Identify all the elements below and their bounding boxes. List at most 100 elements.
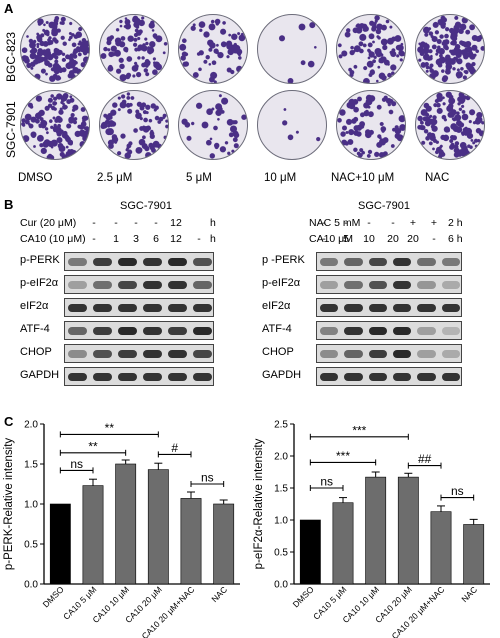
blot-label: eIF2α <box>262 300 291 312</box>
protein-band <box>93 258 112 266</box>
x-tick-label: DMSO <box>291 584 316 609</box>
y-tick-label: 2.0 <box>24 420 38 431</box>
y-axis-label: p-eIF2α-Relative intensity <box>253 438 265 569</box>
blot-label: p-eIF2α <box>20 277 59 289</box>
culture-dish <box>99 14 169 84</box>
condition-label: NAC+10 μM <box>331 172 395 184</box>
significance-label: ns <box>320 475 333 489</box>
treatment-value: - <box>154 217 158 229</box>
protein-band <box>68 373 87 381</box>
treatment-unit: 2 h <box>448 217 463 229</box>
significance-label: # <box>171 441 178 455</box>
blot-label: p-PERK <box>20 254 60 266</box>
protein-band <box>344 258 363 266</box>
treatment-value: 3 <box>133 233 139 245</box>
treatment-value: - <box>134 217 138 229</box>
blot-strip <box>316 367 462 386</box>
treatment-label: CA10 (10 μM) <box>20 233 86 245</box>
protein-band <box>118 327 137 335</box>
bar <box>365 476 387 585</box>
x-tick-label: NAC <box>209 584 229 604</box>
protein-band <box>118 281 137 289</box>
protein-band <box>193 281 212 289</box>
y-tick-label: 0.5 <box>24 540 38 551</box>
protein-band <box>344 373 363 381</box>
p-eif2a-bar-chart: 0.0 0.5 1.0 1.5 2.0 2.5 p-eIF2α-Relative inten… <box>253 420 490 638</box>
y-tick-label: 0.0 <box>274 580 288 591</box>
culture-dish <box>178 90 248 160</box>
condition-label: 10 μM <box>264 172 297 184</box>
protein-band <box>441 281 460 289</box>
blot-label: GAPDH <box>20 369 60 381</box>
treatment-value: - <box>391 217 395 229</box>
protein-band <box>320 350 339 358</box>
protein-band <box>93 373 112 381</box>
treatment-unit: h <box>210 233 216 245</box>
protein-band <box>68 258 87 266</box>
treatment-value: 10 <box>363 233 375 245</box>
protein-band <box>143 373 162 381</box>
bar <box>115 463 137 585</box>
panel-title: SGC-7901 <box>358 200 410 212</box>
protein-band <box>143 304 162 312</box>
protein-band <box>168 350 187 358</box>
blot-strip <box>316 275 462 294</box>
protein-band <box>441 350 460 358</box>
culture-dish <box>257 90 327 160</box>
significance-label: ns <box>70 457 83 471</box>
protein-band <box>344 327 363 335</box>
blot-label: GAPDH <box>262 369 302 381</box>
protein-band <box>168 281 187 289</box>
culture-dish <box>415 14 485 84</box>
p-perk-bar-chart: 0.0 0.5 1.0 1.5 2.0 p-PERK-Relative intensity… <box>3 420 240 638</box>
blot-label: p-eIF2α <box>262 277 301 289</box>
y-tick-label: 1.0 <box>24 500 38 511</box>
significance-label: ns <box>201 471 214 485</box>
treatment-value: 12 <box>170 233 182 245</box>
x-tick-label: NAC <box>459 584 479 604</box>
protein-band <box>368 281 387 289</box>
protein-band <box>368 327 387 335</box>
treatment-unit: h <box>210 217 216 229</box>
blot-label: ATF-4 <box>262 323 292 335</box>
culture-dish <box>415 90 485 160</box>
condition-label: 2.5 μM <box>97 172 133 184</box>
protein-band <box>393 327 412 335</box>
protein-band <box>393 304 412 312</box>
protein-band <box>168 304 187 312</box>
protein-band <box>417 373 436 381</box>
treatment-value: - <box>322 233 326 245</box>
y-tick-label: 1.5 <box>24 460 38 471</box>
treatment-label: CA10 μM <box>309 233 353 245</box>
protein-band <box>118 373 137 381</box>
protein-band <box>368 373 387 381</box>
culture-dish <box>336 90 406 160</box>
culture-dish <box>336 14 406 84</box>
protein-band <box>344 281 363 289</box>
protein-band <box>193 304 212 312</box>
bar <box>49 503 71 585</box>
protein-band <box>143 350 162 358</box>
blot-strip <box>64 298 214 317</box>
significance-label: *** <box>336 449 350 463</box>
bar <box>180 498 202 585</box>
protein-band <box>417 304 436 312</box>
panel-title: SGC-7901 <box>120 200 172 212</box>
significance-label: *** <box>352 423 366 437</box>
protein-band <box>393 281 412 289</box>
protein-band <box>417 327 436 335</box>
blot-strip <box>64 252 214 271</box>
treatment-value: - <box>322 217 326 229</box>
treatment-value: - <box>432 233 436 245</box>
blot-strip <box>64 321 214 340</box>
protein-band <box>441 304 460 312</box>
protein-band <box>68 304 87 312</box>
protein-band <box>93 327 112 335</box>
treatment-value: 5 <box>343 233 349 245</box>
protein-band <box>393 258 412 266</box>
condition-label: DMSO <box>18 172 53 184</box>
bar <box>397 476 419 585</box>
culture-dish <box>99 90 169 160</box>
protein-band <box>143 281 162 289</box>
treatment-value: 12 <box>170 217 182 229</box>
